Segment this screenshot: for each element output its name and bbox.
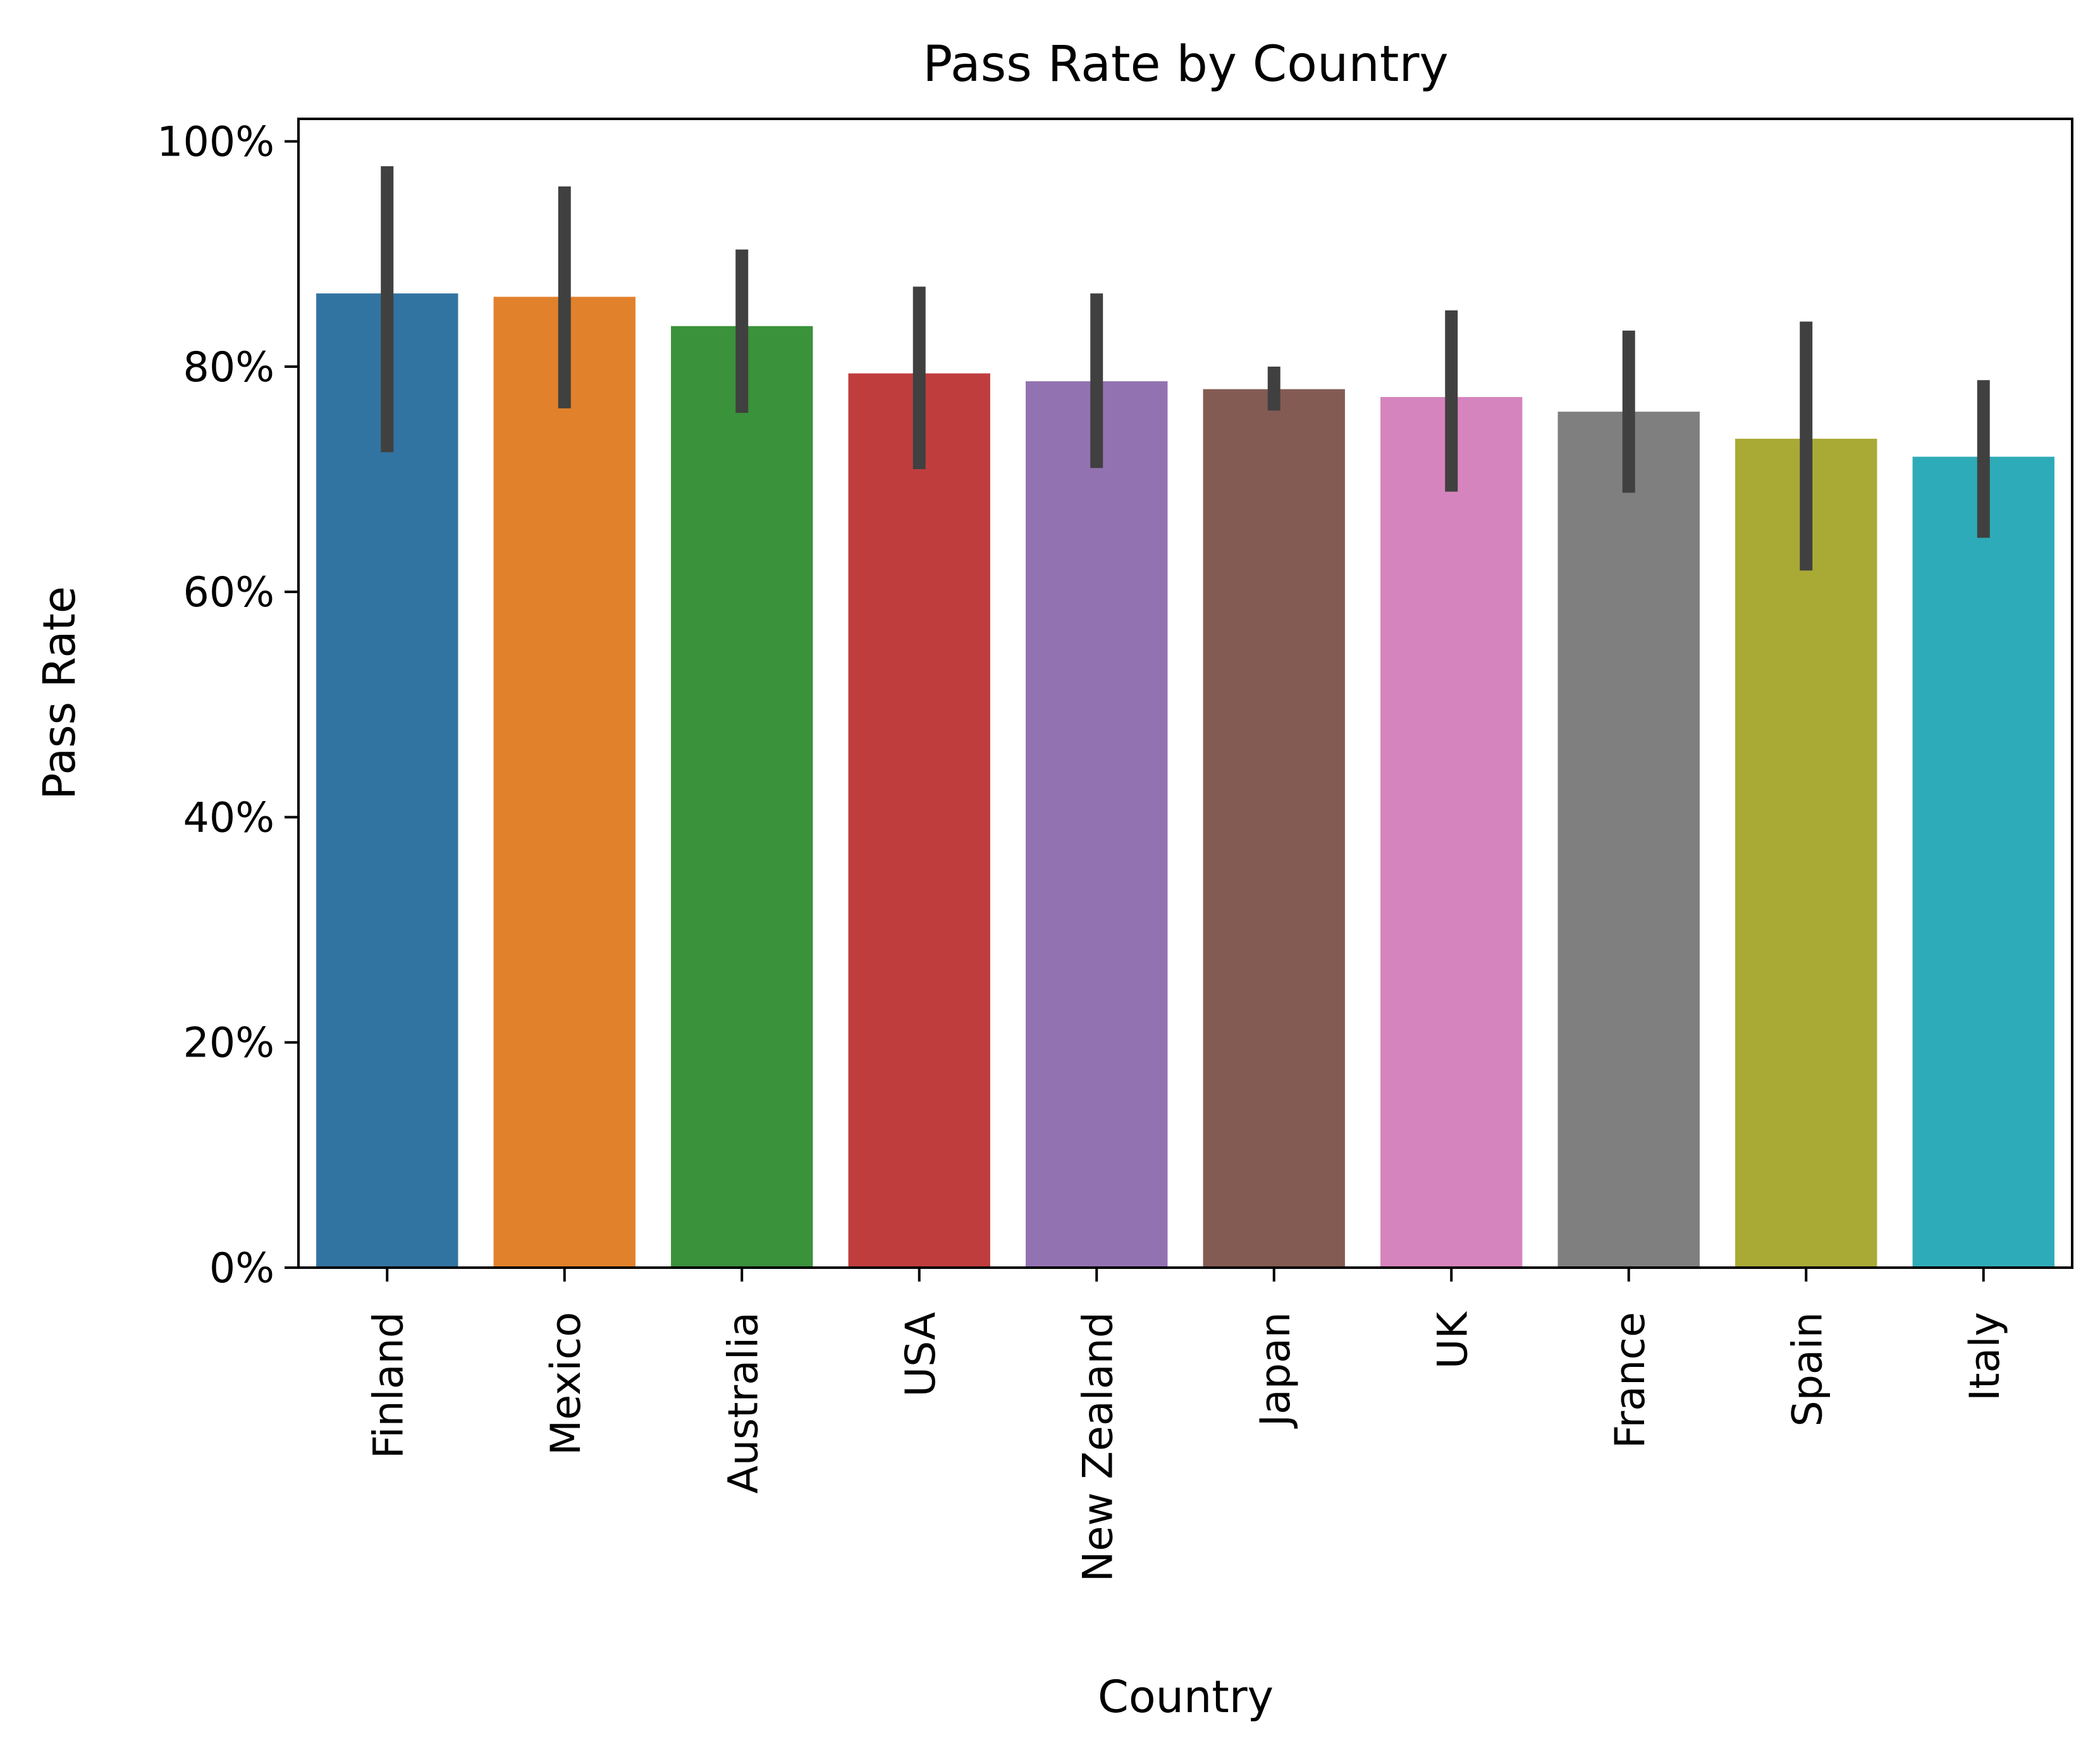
x-tick-label: Mexico <box>543 1312 590 1455</box>
plot-frame <box>297 118 2073 1269</box>
x-tick-label: Finland <box>365 1312 412 1459</box>
x-tick-label: New Zealand <box>1074 1312 1122 1582</box>
y-axis-label: Pass Rate <box>34 586 85 800</box>
bar <box>1912 456 2054 1268</box>
bar <box>1380 396 1523 1268</box>
bar <box>1203 389 1345 1268</box>
x-tick-label: USA <box>897 1312 945 1397</box>
y-tick-label: 80% <box>183 344 274 391</box>
x-tick-label: Italy <box>1962 1312 2009 1401</box>
y-tick-label: 0% <box>209 1245 274 1292</box>
x-tick-label: France <box>1607 1312 1654 1448</box>
bar <box>848 373 990 1268</box>
x-tick-label: Spain <box>1784 1312 1831 1427</box>
bar <box>493 297 636 1268</box>
bar <box>316 293 458 1268</box>
bar <box>671 326 813 1268</box>
x-tick-label: Japan <box>1252 1312 1299 1429</box>
x-tick-label: Australia <box>720 1312 767 1494</box>
y-tick-label: 60% <box>183 569 274 616</box>
x-axis-label: Country <box>1098 1671 1274 1723</box>
bar <box>1026 381 1168 1268</box>
bar <box>1735 438 1877 1268</box>
y-tick-label: 20% <box>183 1020 274 1067</box>
plot-area: Finland Mexico Australia USA New Zealand Japa… <box>157 119 2054 1582</box>
bar <box>1557 412 1700 1268</box>
y-tick-label: 40% <box>183 794 274 842</box>
x-tick-label: UK <box>1429 1311 1477 1369</box>
y-tick-label: 100% <box>157 119 274 166</box>
chart-title: Pass Rate by Country <box>923 36 1448 93</box>
